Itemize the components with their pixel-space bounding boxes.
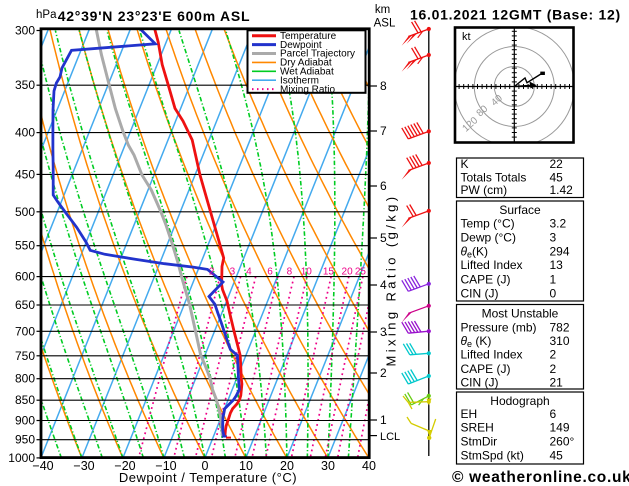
svg-text:Surface: Surface — [499, 203, 541, 217]
svg-text:−40: −40 — [32, 459, 53, 473]
svg-text:260°: 260° — [550, 435, 575, 449]
svg-text:θe (K): θe (K) — [461, 334, 492, 349]
svg-text:2: 2 — [550, 362, 557, 376]
svg-text:294: 294 — [550, 245, 570, 259]
svg-text:700: 700 — [15, 324, 35, 338]
svg-text:0: 0 — [202, 459, 209, 473]
svg-text:Temperature: Temperature — [280, 31, 337, 42]
svg-text:θe(K): θe(K) — [461, 245, 489, 260]
svg-text:Totals Totals: Totals Totals — [461, 171, 527, 185]
svg-text:6: 6 — [380, 179, 387, 193]
svg-text:40: 40 — [362, 459, 376, 473]
svg-text:350: 350 — [15, 78, 35, 92]
svg-text:−10: −10 — [155, 459, 176, 473]
svg-text:16.01.2021 12GMT (Base: 12): 16.01.2021 12GMT (Base: 12) — [410, 7, 621, 23]
svg-text:5: 5 — [380, 231, 387, 245]
svg-text:7: 7 — [380, 124, 387, 138]
svg-text:0: 0 — [550, 287, 557, 301]
svg-text:20: 20 — [280, 459, 294, 473]
svg-text:2: 2 — [550, 348, 557, 362]
svg-text:3.2: 3.2 — [550, 216, 567, 230]
svg-text:750: 750 — [15, 349, 35, 363]
svg-text:Hodograph: Hodograph — [490, 394, 549, 408]
svg-text:4: 4 — [380, 278, 387, 292]
svg-text:3: 3 — [230, 267, 236, 278]
svg-text:1: 1 — [550, 272, 557, 286]
svg-text:CAPE (J): CAPE (J) — [461, 272, 511, 286]
svg-text:45: 45 — [550, 171, 564, 185]
svg-text:Lifted Index: Lifted Index — [461, 348, 523, 362]
svg-text:650: 650 — [15, 298, 35, 312]
svg-text:15: 15 — [323, 267, 335, 278]
svg-text:30: 30 — [321, 459, 335, 473]
svg-text:StmDir: StmDir — [461, 435, 498, 449]
svg-text:6: 6 — [550, 407, 557, 421]
svg-text:Dry Adiabat: Dry Adiabat — [280, 58, 332, 69]
svg-text:−30: −30 — [73, 459, 94, 473]
svg-text:K: K — [461, 157, 469, 171]
svg-text:Dewpoint / Temperature (°C): Dewpoint / Temperature (°C) — [119, 470, 297, 485]
svg-text:Dewp (°C): Dewp (°C) — [461, 231, 516, 245]
svg-text:SREH: SREH — [461, 421, 494, 435]
svg-text:CIN (J): CIN (J) — [461, 287, 499, 301]
svg-text:950: 950 — [15, 433, 35, 447]
svg-text:EH: EH — [461, 407, 478, 421]
svg-text:Most Unstable: Most Unstable — [482, 307, 559, 321]
svg-text:450: 450 — [15, 167, 35, 181]
svg-text:8: 8 — [287, 267, 293, 278]
svg-text:21: 21 — [550, 375, 564, 389]
svg-text:13: 13 — [550, 258, 564, 272]
svg-text:1000: 1000 — [8, 451, 35, 465]
svg-text:300: 300 — [15, 24, 35, 38]
svg-text:Pressure (mb): Pressure (mb) — [461, 321, 537, 335]
svg-text:550: 550 — [15, 239, 35, 253]
svg-text:42°39'N 23°23'E 600m ASL: 42°39'N 23°23'E 600m ASL — [58, 8, 251, 24]
svg-text:Parcel Trajectory: Parcel Trajectory — [280, 49, 355, 60]
svg-text:6: 6 — [267, 267, 273, 278]
svg-text:PW (cm): PW (cm) — [461, 183, 508, 197]
svg-text:3: 3 — [550, 231, 557, 245]
svg-text:900: 900 — [15, 414, 35, 428]
svg-text:CIN (J): CIN (J) — [461, 375, 499, 389]
svg-text:400: 400 — [15, 126, 35, 140]
svg-text:−20: −20 — [114, 459, 135, 473]
svg-text:© weatheronline.co.uk: © weatheronline.co.uk — [452, 469, 629, 486]
svg-text:600: 600 — [15, 270, 35, 284]
svg-text:LCL: LCL — [380, 431, 400, 443]
svg-text:22: 22 — [550, 157, 564, 171]
svg-text:Temp (°C): Temp (°C) — [461, 216, 515, 230]
svg-text:Dewpoint: Dewpoint — [280, 40, 322, 51]
svg-text:Mixing Ratio (g/kg): Mixing Ratio (g/kg) — [384, 194, 399, 367]
svg-text:8: 8 — [380, 79, 387, 93]
svg-text:Isotherm: Isotherm — [280, 75, 319, 86]
svg-text:25: 25 — [355, 267, 367, 278]
svg-text:Mixing Ratio: Mixing Ratio — [280, 84, 335, 95]
svg-text:149: 149 — [550, 421, 570, 435]
svg-text:Wet Adiabat: Wet Adiabat — [280, 67, 334, 78]
svg-text:800: 800 — [15, 372, 35, 386]
svg-text:782: 782 — [550, 321, 570, 335]
svg-text:km: km — [375, 4, 390, 16]
svg-text:850: 850 — [15, 393, 35, 407]
svg-text:StmSpd (kt): StmSpd (kt) — [461, 448, 524, 462]
svg-text:CAPE (J): CAPE (J) — [461, 362, 511, 376]
svg-text:1: 1 — [380, 413, 387, 427]
svg-text:20: 20 — [342, 267, 354, 278]
svg-text:4: 4 — [246, 267, 252, 278]
svg-text:10: 10 — [239, 459, 253, 473]
svg-text:2: 2 — [209, 267, 215, 278]
svg-text:10: 10 — [301, 267, 313, 278]
svg-text:2: 2 — [380, 366, 387, 380]
svg-text:45: 45 — [550, 448, 564, 462]
svg-text:3: 3 — [380, 325, 387, 339]
svg-text:kt: kt — [462, 31, 471, 43]
svg-text:1.42: 1.42 — [550, 183, 574, 197]
svg-text:310: 310 — [550, 334, 570, 348]
svg-text:ASL: ASL — [374, 18, 396, 30]
svg-text:Lifted Index: Lifted Index — [461, 258, 523, 272]
svg-text:hPa: hPa — [36, 9, 57, 21]
svg-text:500: 500 — [15, 205, 35, 219]
